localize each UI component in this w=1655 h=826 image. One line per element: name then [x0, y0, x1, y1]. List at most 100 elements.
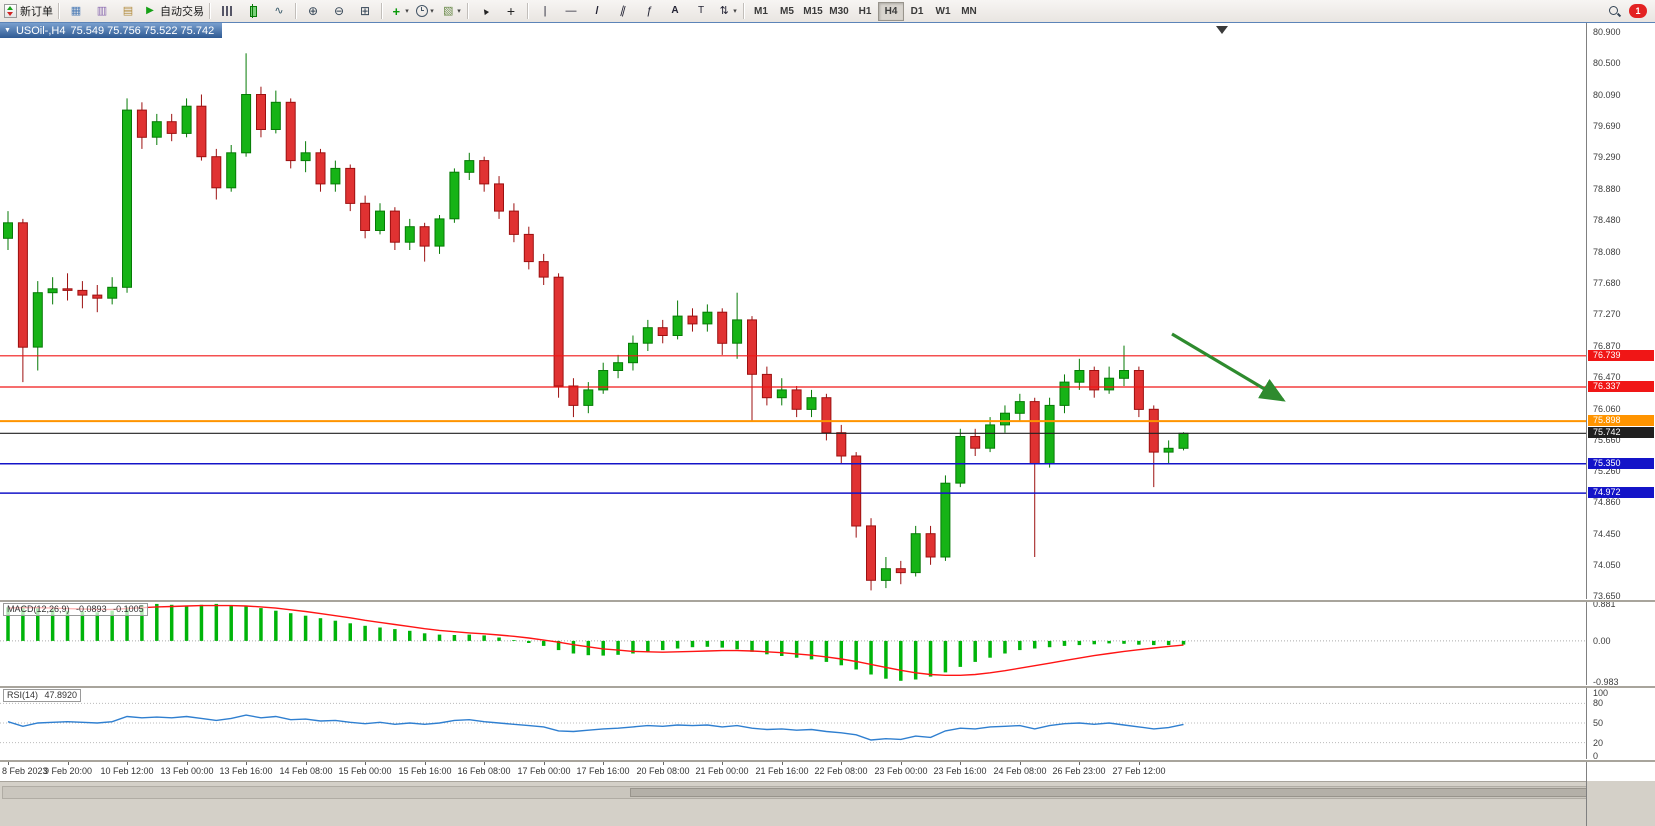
arrow-tools-icon [717, 4, 731, 18]
candle-body [1059, 381, 1070, 406]
price-tick: 79.290 [1593, 152, 1621, 162]
line-chart-button[interactable] [267, 1, 291, 22]
candle-body [151, 121, 162, 138]
price-tick: 76.870 [1593, 341, 1621, 351]
periods-icon [416, 5, 429, 17]
macd-signal-line [7, 604, 1184, 677]
timeframe-d1[interactable]: D1 [910, 5, 924, 17]
candle-body [1104, 377, 1115, 391]
rsi-panel[interactable] [0, 687, 1586, 759]
new-order-button[interactable]: 新订单 [3, 1, 54, 22]
candle-body [226, 152, 237, 189]
price-tick: 75.260 [1593, 466, 1621, 476]
candlestick-icon [249, 3, 257, 18]
new-order-button-label: 新订单 [20, 6, 53, 18]
line-chart-icon [272, 4, 286, 18]
indicators-button[interactable]: ▾ [387, 1, 411, 22]
caret-down-icon: ▾ [405, 8, 409, 15]
zoom-in-icon [306, 4, 320, 18]
macd-histogram [6, 603, 1186, 681]
panel-splitter[interactable] [0, 685, 1655, 688]
chart-shift-marker[interactable] [1216, 26, 1228, 34]
time-tick [544, 761, 545, 765]
timeframe-m15[interactable]: M15 [803, 5, 823, 17]
timeframe-m1[interactable]: M1 [754, 5, 768, 17]
bar-chart-button[interactable] [215, 1, 239, 22]
data-window-button[interactable] [116, 1, 140, 22]
toolbar-right-cluster: 1 [1608, 4, 1647, 18]
vertical-line-icon [538, 4, 552, 18]
toolbar-separator [295, 3, 297, 19]
time-tick [365, 761, 366, 765]
caret-down-icon: ▾ [430, 8, 434, 15]
cursor-button[interactable] [473, 1, 497, 22]
tile-windows-icon [358, 4, 372, 18]
macd-panel[interactable] [0, 601, 1586, 685]
scrollbar-thumb[interactable] [629, 788, 1621, 797]
crosshair-button[interactable] [499, 1, 523, 22]
price-axis[interactable]: 80.900 80.500 80.090 79.690 79.290 78.880 78.4… [1586, 23, 1655, 781]
time-label: 8 Feb 2023 [2, 766, 48, 776]
timeframe-w1[interactable]: W1 [935, 5, 951, 17]
candle-body [434, 218, 445, 247]
periods-button[interactable]: ▾ [413, 1, 437, 22]
timeframe-h4[interactable]: H4 [878, 1, 904, 21]
chart-window-button[interactable] [64, 1, 88, 22]
time-axis[interactable]: 8 Feb 2023 9 Feb 20:00 10 Feb 12:00 13 Feb … [0, 761, 1586, 781]
search-icon[interactable] [1608, 5, 1621, 18]
time-tick [722, 761, 723, 765]
rsi-line [7, 714, 1184, 741]
time-tick [901, 761, 902, 765]
notification-badge[interactable]: 1 [1629, 4, 1647, 18]
channel-button[interactable] [611, 1, 635, 22]
candle-body [955, 436, 966, 484]
candle-body [985, 424, 996, 449]
candle-body [479, 160, 490, 185]
candle-body [1000, 412, 1010, 426]
templates-button[interactable]: ▾ [439, 1, 463, 22]
time-tick [425, 761, 426, 765]
panel-splitter[interactable] [0, 599, 1655, 602]
zoom-out-button[interactable] [327, 1, 351, 22]
timeframe-m5[interactable]: M5 [780, 5, 794, 17]
fibonacci-button[interactable] [637, 1, 661, 22]
candle-body [761, 373, 772, 399]
candle-body [345, 167, 356, 204]
timeframe-h1[interactable]: H1 [858, 5, 872, 17]
auto-trading-button[interactable]: 自动交易 [142, 1, 205, 22]
candlestick-button[interactable] [241, 1, 265, 22]
candle-body [747, 319, 757, 375]
text-label-button[interactable] [689, 1, 713, 22]
zoom-in-button[interactable] [301, 1, 325, 22]
panel-splitter[interactable] [0, 759, 1655, 762]
timeframe-mn[interactable]: MN [961, 5, 977, 17]
timeframe-m30[interactable]: M30 [829, 5, 849, 17]
data-window-icon [121, 4, 135, 18]
text-button[interactable] [663, 1, 687, 22]
candle-body [62, 288, 73, 291]
candle-body [136, 109, 147, 138]
time-label: 14 Feb 08:00 [279, 766, 333, 776]
price-tick: 76.470 [1593, 372, 1621, 382]
candle-body [657, 327, 668, 337]
price-chart[interactable] [0, 23, 1586, 599]
chart-menu-icon[interactable]: ▼ [4, 27, 11, 34]
macd-axis-tick: -0.983 [1593, 677, 1619, 687]
horizontal-scrollbar[interactable] [2, 786, 1653, 799]
macd-signal-value: -0.1005 [113, 604, 144, 614]
vertical-line-button[interactable] [533, 1, 557, 22]
horizontal-line-button[interactable] [559, 1, 583, 22]
candle-body [419, 226, 430, 247]
fibonacci-icon [642, 4, 656, 18]
candle-body [181, 105, 192, 134]
profile-chart-button[interactable] [90, 1, 114, 22]
time-label: 23 Feb 16:00 [933, 766, 987, 776]
candle-body [285, 101, 296, 162]
trend-arrow-annotation[interactable] [1171, 332, 1286, 402]
tile-windows-button[interactable] [353, 1, 377, 22]
time-tick [1020, 761, 1021, 765]
price-tick: 80.900 [1593, 27, 1621, 37]
rsi-axis-tick: 100 [1593, 688, 1609, 698]
trendline-button[interactable] [585, 1, 609, 22]
arrow-tools-button[interactable]: ▾ [715, 1, 739, 22]
